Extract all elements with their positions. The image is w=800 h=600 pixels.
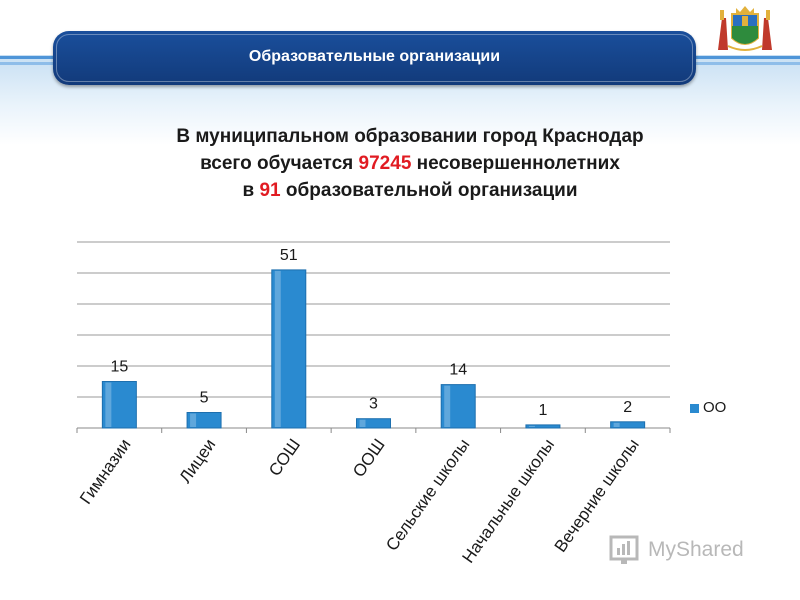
data-label: 5 [200, 390, 209, 407]
bar [271, 269, 307, 429]
x-tick-label: Лицеи [176, 435, 220, 486]
bar [356, 418, 391, 429]
krasnodar-coat-of-arms-icon [718, 6, 772, 51]
legend-label: ОО [703, 399, 727, 416]
data-label: 51 [280, 247, 298, 264]
data-label: 3 [369, 396, 378, 413]
bar-highlight [444, 385, 451, 427]
data-label: 1 [538, 402, 547, 419]
x-tick-label: Сельские школы [382, 435, 473, 554]
header-title: Образовательные организации [248, 48, 501, 65]
slide-subtitle: В муниципальном образовании город Красно… [90, 123, 730, 204]
x-tick-label: СОШ [265, 435, 304, 479]
x-tick-label: Начальные школы [458, 435, 558, 566]
subtitle-line-2-suffix: несовершеннолетних [411, 153, 620, 174]
subtitle-line-3: в 91 образовательной организации [90, 177, 730, 204]
x-tick-label: Гимназии [76, 435, 135, 507]
header-banner: Образовательные организации [53, 31, 696, 85]
watermark-text: MyShared [648, 538, 744, 561]
bar-highlight [274, 270, 281, 427]
subtitle-line-1: В муниципальном образовании город Красно… [176, 126, 644, 147]
bar [440, 384, 476, 429]
bar-highlight [105, 382, 112, 427]
bar-highlight [613, 422, 620, 427]
organizations-count: 91 [259, 180, 281, 201]
bar [186, 412, 222, 429]
bar-highlight [190, 413, 197, 427]
data-label: 15 [110, 359, 128, 376]
x-tick-label: ООШ [349, 435, 389, 480]
students-count: 97245 [358, 153, 412, 174]
watermark-logo-icon [609, 535, 639, 564]
bar [610, 421, 646, 429]
subtitle-line-2: всего обучается 97245 несовершеннолетних [90, 150, 730, 177]
data-label: 2 [623, 399, 632, 416]
bar-highlight [359, 419, 366, 427]
subtitle-line-3-suffix: образовательной организации [280, 180, 578, 201]
bar [525, 424, 561, 429]
subtitle-line-3-prefix: в [242, 180, 260, 201]
bar [101, 381, 137, 429]
subtitle-line-2-prefix: всего обучается [200, 153, 359, 174]
watermark: MyShared [608, 534, 768, 568]
bar-highlight [528, 425, 535, 427]
legend-swatch [690, 404, 699, 413]
header-banner-inner [56, 34, 693, 82]
data-label: 14 [449, 362, 467, 379]
